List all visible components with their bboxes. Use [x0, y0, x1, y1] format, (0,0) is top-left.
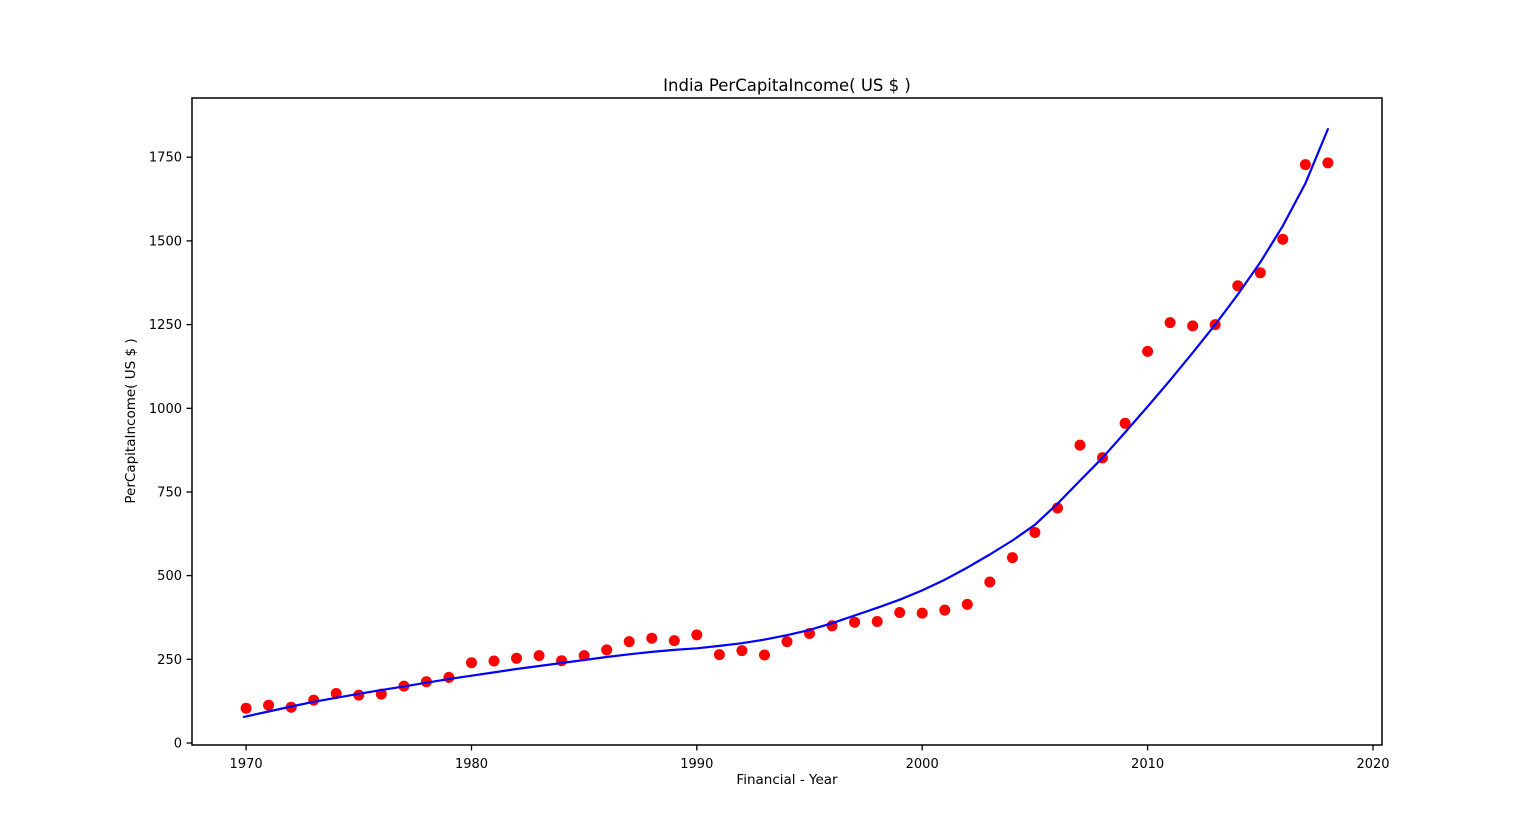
scatter-point	[1254, 267, 1266, 279]
scatter-point	[668, 635, 680, 647]
scatter-point	[961, 598, 973, 610]
scatter-point	[240, 702, 252, 714]
scatter-point	[984, 576, 996, 588]
scatter-point	[1277, 233, 1289, 245]
scatter-point	[623, 636, 635, 648]
x-tick-label: 1980	[455, 757, 488, 772]
scatter-point	[533, 650, 545, 662]
y-tick-label: 1000	[149, 402, 182, 417]
scatter-point	[1119, 417, 1131, 429]
scatter-point	[646, 632, 658, 644]
scatter-point	[1029, 527, 1041, 538]
x-tick-label: 2020	[1356, 757, 1389, 772]
scatter-point	[736, 645, 748, 657]
scatter-point	[1322, 157, 1334, 169]
scatter-point	[466, 657, 477, 669]
y-tick-label: 0	[174, 737, 182, 752]
scatter-point	[601, 644, 613, 656]
y-axis-label: PerCapitaIncome( US $ )	[123, 338, 139, 504]
x-tick-label: 1990	[680, 757, 713, 772]
scatter-point	[781, 636, 793, 648]
y-tick-label: 1750	[149, 151, 182, 166]
scatter-point	[691, 629, 703, 641]
scatter-point	[916, 607, 928, 619]
scatter-point	[871, 616, 883, 627]
chart-title: India PerCapitaIncome( US $ )	[663, 76, 911, 95]
x-tick-label: 2000	[906, 757, 939, 772]
scatter-point	[511, 652, 522, 664]
plot-spines	[191, 97, 1383, 746]
scatter-point	[263, 699, 275, 711]
scatter-point	[443, 671, 455, 683]
y-tick-label: 500	[157, 569, 182, 584]
fit-line	[242, 128, 1329, 718]
scatter-point	[1164, 317, 1176, 329]
scatter-point	[1142, 345, 1154, 357]
scatter-point	[1232, 280, 1244, 292]
scatter-point	[939, 604, 951, 616]
scatter-point	[894, 607, 906, 618]
scatter-point	[1299, 159, 1311, 171]
x-tick-label: 1970	[230, 757, 263, 772]
x-tick-label: 2010	[1131, 757, 1164, 772]
y-tick-label: 750	[157, 486, 182, 501]
y-tick-label: 1500	[149, 234, 182, 249]
scatter-point	[759, 649, 770, 661]
scatter-point	[488, 655, 500, 667]
scatter-point	[1006, 552, 1018, 564]
scatter-point	[849, 616, 861, 628]
scatter-point	[1074, 439, 1086, 451]
x-axis-label: Financial - Year	[736, 772, 838, 788]
y-tick-label: 250	[157, 653, 182, 668]
scatter-point	[713, 649, 725, 661]
y-tick-label: 1250	[149, 318, 182, 333]
scatter-point	[578, 650, 590, 662]
scatter-point	[1187, 320, 1199, 332]
